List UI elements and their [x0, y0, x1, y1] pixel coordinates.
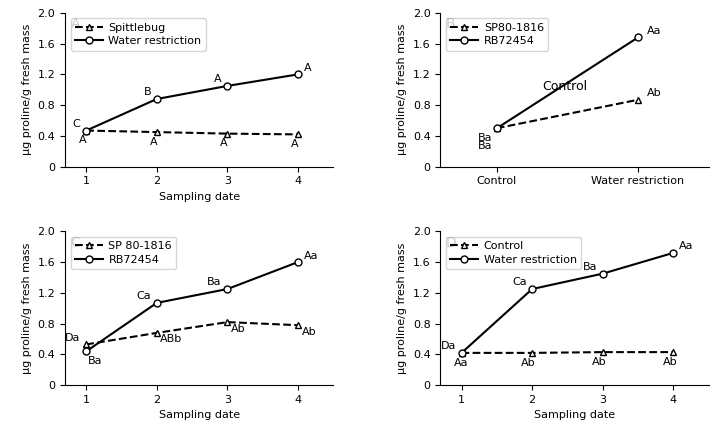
- Text: A: A: [291, 139, 298, 149]
- Text: D: D: [446, 236, 456, 250]
- Text: Ba: Ba: [583, 262, 597, 272]
- Y-axis label: µg proline/g fresh mass: µg proline/g fresh mass: [22, 24, 32, 155]
- Text: Da: Da: [440, 342, 456, 351]
- Text: Ba: Ba: [87, 356, 102, 366]
- Text: Ba: Ba: [479, 133, 493, 143]
- Text: Ca: Ca: [137, 291, 151, 301]
- Text: Aa: Aa: [679, 241, 693, 251]
- Text: Ab: Ab: [521, 357, 536, 368]
- Text: Ba: Ba: [479, 140, 493, 151]
- Text: Ab: Ab: [662, 357, 677, 367]
- Text: Da: Da: [65, 333, 80, 343]
- Text: Ca: Ca: [512, 277, 526, 288]
- Text: Ba: Ba: [208, 277, 222, 288]
- Text: C: C: [70, 236, 80, 250]
- Text: Ab: Ab: [592, 357, 607, 367]
- Text: Ab: Ab: [231, 324, 246, 334]
- Text: B: B: [144, 87, 151, 98]
- Text: Control: Control: [542, 80, 587, 93]
- Y-axis label: µg proline/g fresh mass: µg proline/g fresh mass: [398, 24, 407, 155]
- Text: Aa: Aa: [304, 250, 318, 261]
- X-axis label: Sampling date: Sampling date: [534, 410, 615, 420]
- Y-axis label: µg proline/g fresh mass: µg proline/g fresh mass: [398, 243, 407, 374]
- Text: A: A: [214, 74, 222, 84]
- Legend: SP 80-1816, RB72454: SP 80-1816, RB72454: [71, 237, 176, 269]
- Text: C: C: [73, 119, 80, 129]
- X-axis label: Sampling date: Sampling date: [158, 410, 240, 420]
- Y-axis label: µg proline/g fresh mass: µg proline/g fresh mass: [22, 243, 32, 374]
- Text: Ab: Ab: [301, 327, 316, 337]
- Text: A: A: [220, 138, 228, 148]
- X-axis label: Sampling date: Sampling date: [158, 192, 240, 202]
- Text: A: A: [150, 137, 157, 147]
- Text: Ab: Ab: [646, 88, 661, 98]
- Text: A: A: [79, 135, 87, 145]
- Text: ABb: ABb: [161, 334, 183, 345]
- Text: A: A: [70, 18, 80, 31]
- Text: A: A: [304, 63, 311, 73]
- Text: Aa: Aa: [454, 357, 469, 368]
- Text: B: B: [446, 18, 455, 31]
- Legend: Spittlebug, Water restriction: Spittlebug, Water restriction: [71, 18, 206, 51]
- Legend: SP80-1816, RB72454: SP80-1816, RB72454: [446, 18, 548, 51]
- Text: Aa: Aa: [646, 26, 661, 36]
- Legend: Control, Water restriction: Control, Water restriction: [446, 237, 581, 269]
